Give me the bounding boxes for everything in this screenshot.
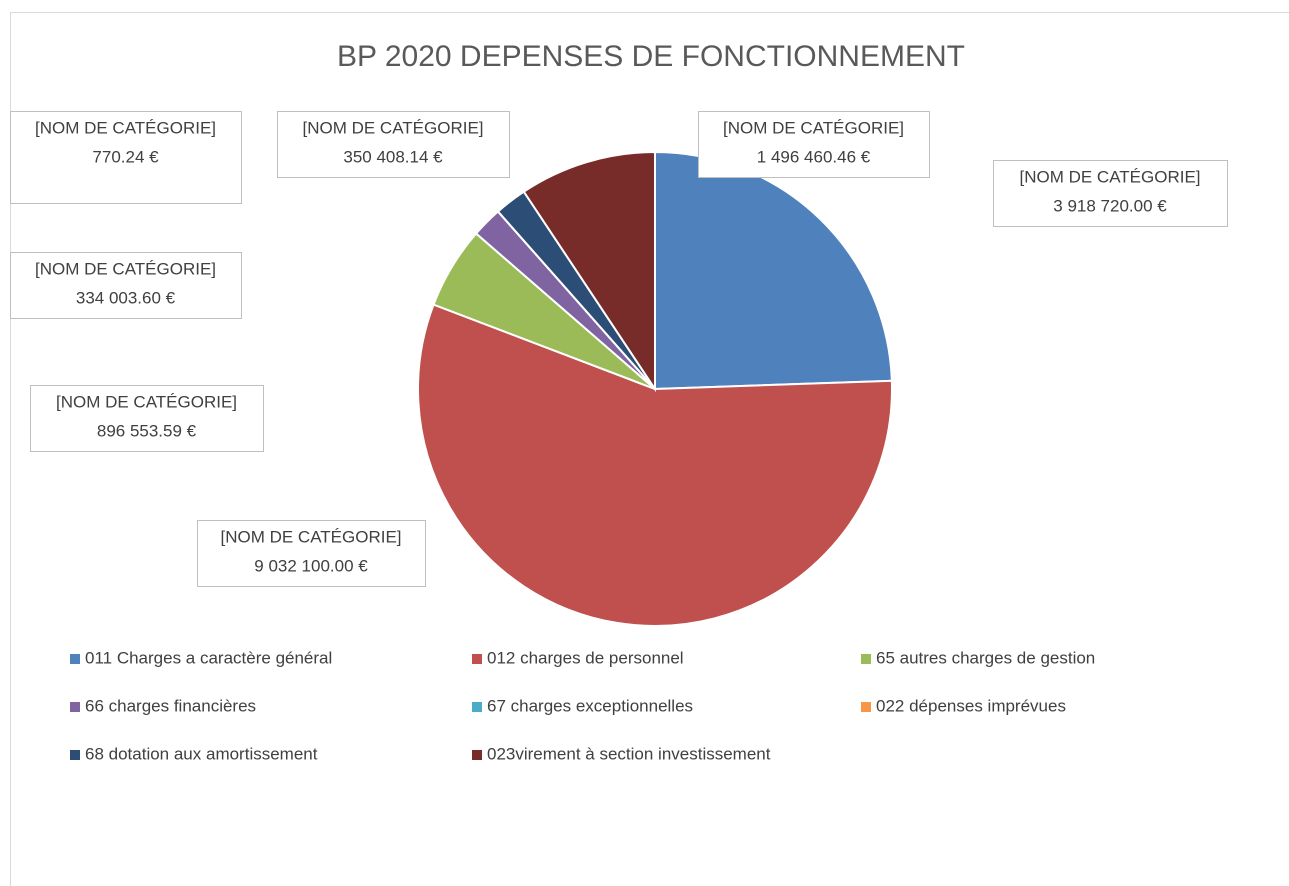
data-label-category: [NOM DE CATÉGORIE] xyxy=(220,527,401,546)
chart-title: BP 2020 DEPENSES DE FONCTIONNEMENT xyxy=(337,40,965,73)
data-label-category: [NOM DE CATÉGORIE] xyxy=(35,118,216,137)
data-label-value: 334 003.60 € xyxy=(76,288,176,307)
legend-label: 68 dotation aux amortissement xyxy=(85,744,318,763)
legend-swatch xyxy=(70,750,80,760)
data-label-box xyxy=(10,252,242,319)
legend-label: 022 dépenses imprévues xyxy=(876,696,1066,715)
legend-swatch xyxy=(861,654,871,664)
data-label-category: [NOM DE CATÉGORIE] xyxy=(1019,167,1200,186)
data-label-category: [NOM DE CATÉGORIE] xyxy=(35,259,216,278)
legend-swatch xyxy=(70,654,80,664)
legend-swatch xyxy=(472,750,482,760)
legend-swatch xyxy=(861,702,871,712)
legend-label: 023virement à section investissement xyxy=(487,744,771,763)
data-label-category: [NOM DE CATÉGORIE] xyxy=(56,392,237,411)
data-label-value: 350 408.14 € xyxy=(343,147,443,166)
pie-slice xyxy=(417,303,893,627)
data-label-value: 896 553.59 € xyxy=(97,421,197,440)
data-label-category: [NOM DE CATÉGORIE] xyxy=(723,118,904,137)
data-label-box xyxy=(10,111,242,204)
data-label-value: 9 032 100.00 € xyxy=(254,556,368,575)
data-label-box xyxy=(197,520,426,587)
legend-label: 67 charges exceptionnelles xyxy=(487,696,693,715)
data-label-box xyxy=(993,160,1228,227)
data-label-category: [NOM DE CATÉGORIE] xyxy=(302,118,483,137)
legend-label: 012 charges de personnel xyxy=(487,648,684,667)
legend-swatch xyxy=(472,702,482,712)
legend-label: 66 charges financières xyxy=(85,696,256,715)
data-label-box xyxy=(277,111,510,178)
data-label-value: 1 496 460.46 € xyxy=(757,147,871,166)
legend-label: 011 Charges a caractère général xyxy=(85,648,332,667)
legend-label: 65 autres charges de gestion xyxy=(876,648,1095,667)
data-label-value: 770.24 € xyxy=(92,147,159,166)
legend-swatch xyxy=(70,702,80,712)
pie-slice xyxy=(522,150,656,393)
legend-swatch xyxy=(472,654,482,664)
data-label-value: 3 918 720.00 € xyxy=(1053,196,1167,215)
data-label-box xyxy=(698,111,930,178)
data-label-box xyxy=(30,385,264,452)
